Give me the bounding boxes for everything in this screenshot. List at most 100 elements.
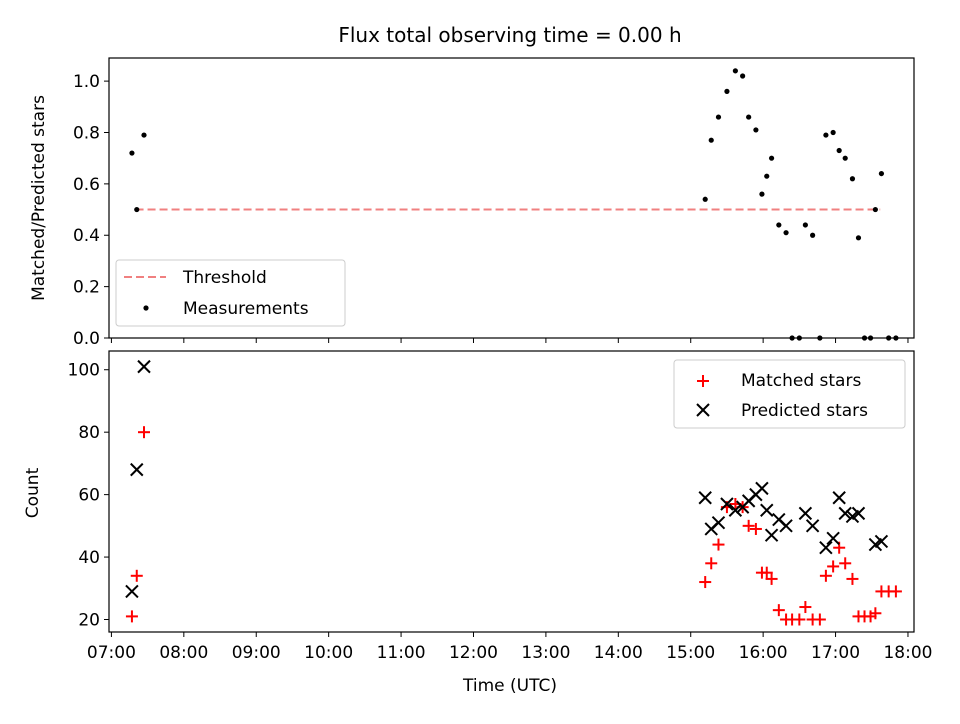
measurement-point xyxy=(849,176,856,182)
x-tick-label: 10:00 xyxy=(304,643,353,663)
measurement-point xyxy=(740,73,746,79)
predicted-star-marker xyxy=(760,503,774,517)
top-legend: Threshold Measurements xyxy=(115,259,346,327)
predicted-star-marker xyxy=(720,497,734,511)
x-tick-label: 13:00 xyxy=(521,643,570,663)
predicted-star-marker xyxy=(805,519,820,533)
measurement-point xyxy=(134,206,140,213)
measurement-point xyxy=(753,127,759,133)
matched-star-marker xyxy=(839,557,852,570)
bottom-legend: Matched stars Predicted stars xyxy=(673,359,906,429)
bottom-y-tick-label: 20 xyxy=(78,611,100,631)
matched-star-marker xyxy=(772,604,785,617)
predicted-star-marker xyxy=(125,584,139,599)
matched-star-marker xyxy=(705,557,718,570)
top-plot-frame xyxy=(108,57,915,339)
matched-star-marker xyxy=(742,519,755,532)
x-tick-label: 18:00 xyxy=(883,643,932,663)
predicted-star-marker xyxy=(137,359,151,374)
top-legend-box xyxy=(115,259,346,327)
measurement-point xyxy=(732,68,738,74)
x-tick-label: 16:00 xyxy=(739,643,788,663)
top-y-tick-label: 0.0 xyxy=(73,329,100,349)
measurements-legend-marker xyxy=(143,305,149,311)
measurement-point xyxy=(764,173,770,179)
bottom-plot-frame xyxy=(108,350,915,633)
predicted-star-marker xyxy=(764,528,779,542)
predicted-star-marker xyxy=(698,491,712,505)
matched-star-marker xyxy=(819,569,832,582)
x-axis-label: Time (UTC) xyxy=(462,676,557,696)
legend-matched-label: Matched stars xyxy=(741,371,861,391)
legend-threshold-label: Threshold xyxy=(182,268,267,288)
measurement-point xyxy=(708,137,714,143)
bottom-plot: 20 40 60 80 100 07:00 08:00 09:00 10:00 11:00 12:… xyxy=(23,350,932,696)
predicted-star-marker xyxy=(826,531,840,546)
matched-star-marker xyxy=(827,560,840,573)
measurement-point xyxy=(855,235,862,241)
predicted-legend-marker xyxy=(696,403,710,417)
matched-star-marker xyxy=(869,607,882,620)
predicted-star-marker xyxy=(130,462,144,477)
predicted-star-marker xyxy=(711,516,726,530)
measurement-point xyxy=(872,206,878,213)
measurement-point xyxy=(141,132,147,138)
predicted-star-marker xyxy=(798,506,813,521)
x-tick-label: 07:00 xyxy=(87,643,136,663)
predicted-star-marker xyxy=(779,519,793,533)
x-tick-label: 17:00 xyxy=(811,643,860,663)
measurement-point xyxy=(724,88,730,94)
matched-star-marker xyxy=(793,613,806,626)
matched-star-marker xyxy=(760,566,773,579)
measurement-point xyxy=(776,222,782,228)
x-tick-label: 15:00 xyxy=(666,643,715,663)
matched-star-marker xyxy=(749,522,762,535)
top-y-tick-label: 0.6 xyxy=(73,175,100,195)
x-tick-label: 08:00 xyxy=(159,643,208,663)
top-y-tick-label: 0.8 xyxy=(73,123,100,143)
top-chart-title: Flux total observing time = 0.00 h xyxy=(338,23,681,47)
measurement-point xyxy=(842,155,848,161)
measurement-point xyxy=(783,230,789,236)
x-tick-label: 12:00 xyxy=(449,643,498,663)
matched-legend-marker xyxy=(697,375,709,387)
top-plot: 0.0 0.2 0.4 0.6 0.8 1.0 Matched/Predicted sta… xyxy=(29,57,915,349)
bottom-legend-box xyxy=(673,359,906,429)
predicted-star-marker xyxy=(755,481,769,496)
legend-predicted-label: Predicted stars xyxy=(741,401,868,421)
bottom-y-tick-label: 80 xyxy=(78,423,100,443)
matched-star-marker xyxy=(813,613,826,626)
predicted-star-marker xyxy=(874,534,889,549)
matched-star-marker xyxy=(799,601,812,614)
top-y-tick-label: 0.2 xyxy=(73,278,100,298)
top-y-tick-label: 1.0 xyxy=(73,72,100,92)
top-y-axis-label: Matched/Predicted stars xyxy=(29,95,49,301)
matched-star-marker xyxy=(889,585,902,598)
predicted-star-marker xyxy=(838,506,852,521)
measurement-point xyxy=(836,147,842,154)
measurement-point xyxy=(702,196,708,202)
measurement-point xyxy=(802,222,808,228)
predicted-star-marker xyxy=(728,503,743,517)
matched-star-marker xyxy=(130,569,143,582)
matched-star-marker xyxy=(138,426,150,439)
matched-star-marker xyxy=(712,538,725,551)
measurement-point xyxy=(810,232,816,238)
matched-star-marker xyxy=(846,572,859,585)
measurement-point xyxy=(129,150,135,156)
measurement-point xyxy=(768,155,775,161)
measurement-point xyxy=(759,191,765,197)
legend-measurements-label: Measurements xyxy=(183,299,309,319)
measurement-point xyxy=(878,170,885,177)
measurement-point xyxy=(715,114,722,120)
measurement-point xyxy=(830,129,836,136)
x-tick-label: 14:00 xyxy=(594,643,643,663)
bottom-y-tick-label: 100 xyxy=(68,361,100,381)
x-tick-label: 11:00 xyxy=(377,643,426,663)
measurement-point xyxy=(746,114,752,120)
measurement-point xyxy=(823,132,829,138)
bottom-y-axis-label: Count xyxy=(23,467,43,518)
bottom-y-tick-label: 40 xyxy=(78,548,100,568)
x-tick-label: 09:00 xyxy=(232,643,281,663)
